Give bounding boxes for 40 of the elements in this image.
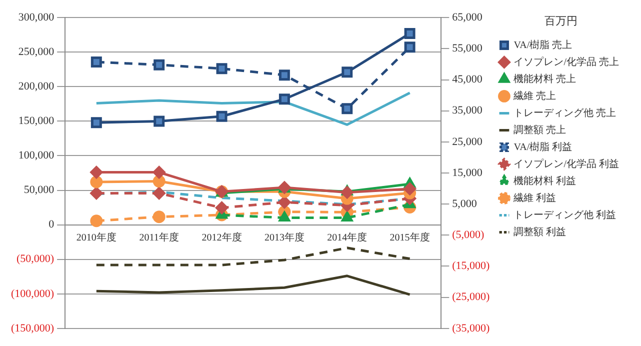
y-tick-label: 0 [48, 218, 55, 231]
y-tick-label: (150,000) [11, 322, 54, 334]
legend-label: イソプレン/化学品 売上 [514, 56, 620, 68]
legend-label: VA/樹脂 利益 [514, 140, 572, 153]
y2-tick-label: 25,000 [452, 136, 483, 148]
y2-tick-label: 65,000 [452, 11, 483, 24]
y-tick-label: 150,000 [18, 115, 55, 128]
legend-label: 繊維 利益 [512, 192, 556, 204]
x-tick-label: 2014年度 [327, 231, 368, 244]
y-tick-label: 100,000 [18, 150, 55, 162]
legend-label: 調整額 売上 [514, 124, 566, 136]
legend-label: 機能材料 売上 [514, 72, 576, 85]
legend-label: トレーディング他 売上 [514, 106, 616, 119]
y-tick-label: 250,000 [18, 46, 55, 58]
y2-tick-label: (25,000) [452, 291, 490, 304]
y2-tick-label: (5,000) [452, 229, 485, 242]
legend-label: 調整額 利益 [514, 226, 566, 238]
y2-tick-label: 35,000 [452, 104, 483, 117]
y2-tick-label: (15,000) [452, 260, 490, 272]
legend-title: 百万円 [544, 15, 578, 28]
legend-label: 繊維 売上 [512, 90, 556, 102]
x-tick-label: 2010年度 [76, 231, 116, 244]
y-tick-label: 300,000 [18, 11, 55, 24]
y2-tick-label: 5,000 [452, 198, 478, 210]
y2-tick-label: 55,000 [452, 42, 483, 55]
x-tick-label: 2012年度 [202, 231, 242, 244]
y-tick-label: 200,000 [18, 80, 55, 93]
x-tick-label: 2015年度 [390, 231, 430, 244]
x-tick-label: 2011年度 [139, 231, 179, 244]
legend-label: VA/樹脂 売上 [514, 38, 572, 51]
legend-label: トレーディング他 利益 [514, 208, 616, 221]
legend-label: 機能材料 利益 [514, 174, 576, 187]
legend-label: イソプレン/化学品 利益 [514, 158, 620, 170]
y2-tick-label: 45,000 [452, 74, 483, 86]
x-tick-label: 2013年度 [264, 231, 304, 244]
y-tick-label: (50,000) [16, 253, 54, 266]
y-tick-label: 50,000 [24, 184, 55, 196]
y-tick-label: (100,000) [11, 288, 54, 300]
y2-tick-label: (35,000) [452, 322, 490, 334]
y2-tick-label: 15,000 [452, 166, 483, 179]
